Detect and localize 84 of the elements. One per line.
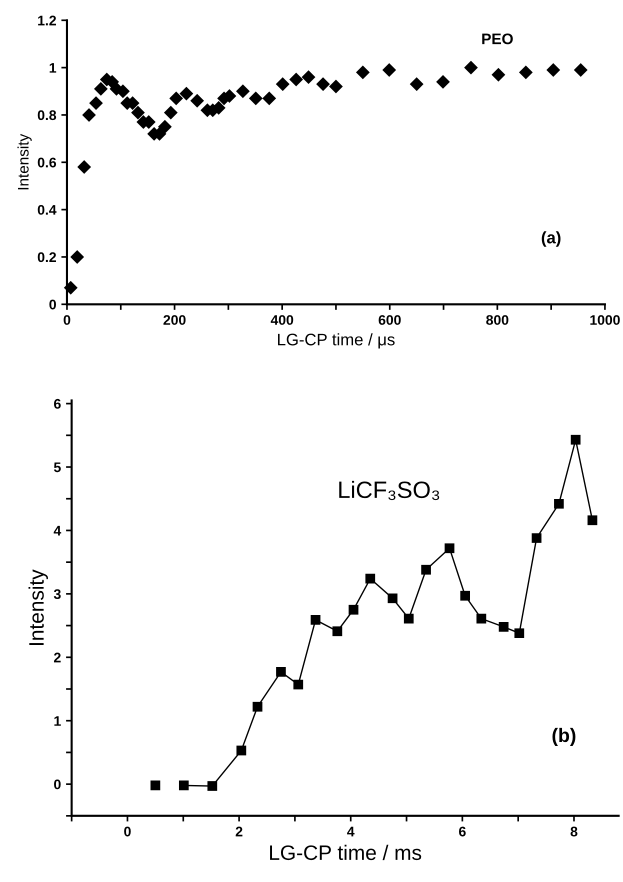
x-tick-label: 8 [570,826,578,836]
y-tick-label: 0 [49,300,56,310]
point [131,106,145,120]
point [421,564,431,575]
y-tick-label: 1 [50,63,56,73]
y-tick-label: 0.2 [38,252,56,262]
point [310,615,320,625]
x-tick-label: 400 [270,315,294,325]
point [94,82,108,96]
point [574,63,588,77]
point [236,84,250,98]
point [276,78,290,91]
point [498,622,509,632]
point [519,66,532,79]
x-tick-label: 4 [347,826,355,836]
point [293,680,304,690]
y-tick-label: 5 [54,462,61,472]
point [382,63,396,77]
y-axis-title: Intensity [17,134,32,190]
y-tick-label: 6 [54,398,61,409]
annotation: (a) [542,231,560,247]
point [70,250,84,264]
y-tick-label: 1 [54,716,61,726]
point [276,667,286,677]
y-tick-label: 1.2 [38,16,56,26]
point [89,96,103,110]
point [514,628,524,638]
point [570,434,581,445]
x-tick-label: 600 [378,315,401,325]
point [332,626,342,636]
point [388,593,398,604]
point [164,106,178,120]
point [410,78,424,91]
point [460,590,470,601]
x-tick-label: 0 [64,315,70,325]
point [365,574,376,584]
x-axis-title: LG-CP time / ms [270,844,422,860]
point [252,702,262,712]
y-tick-label: 2 [54,652,61,662]
annotation: LiCF₃SO₃ [339,480,440,500]
annotation: PEO [482,33,513,44]
y-tick-label: 0.4 [38,204,56,215]
point [546,63,560,77]
x-tick-label: 800 [486,315,508,325]
point [249,92,262,105]
y-tick-label: 3 [54,589,61,600]
point [207,781,218,791]
point [532,533,542,543]
point [180,87,193,100]
point [554,498,564,509]
y-axis-title: Intensity [28,569,48,646]
y-tick-label: 4 [54,526,62,536]
point [316,78,330,91]
y-tick-label: 0 [54,779,61,790]
point [436,75,450,88]
x-tick-label: 6 [459,826,466,836]
x-axis-title: LG-CP time / μs [278,333,395,348]
x-tick-label: 2 [236,826,242,836]
point [329,80,343,94]
point [588,515,598,526]
point [150,780,160,790]
point [178,780,189,790]
point [236,746,246,756]
point [476,614,486,624]
x-tick-label: 1000 [590,315,620,325]
y-tick-label: 0.6 [38,158,56,168]
point [82,108,96,122]
point [78,160,91,174]
x-tick-label: 200 [163,315,186,325]
point [404,614,414,624]
point [464,61,478,74]
point [290,72,303,86]
point [444,543,454,554]
point [356,66,370,79]
point [492,68,506,82]
point [170,92,183,105]
y-tick-label: 0.8 [38,110,56,120]
point [158,120,172,134]
point [262,92,276,105]
annotation: (b) [552,728,576,746]
point [348,604,358,615]
point [302,70,316,84]
x-tick-label: 0 [124,826,131,836]
point [190,94,204,108]
